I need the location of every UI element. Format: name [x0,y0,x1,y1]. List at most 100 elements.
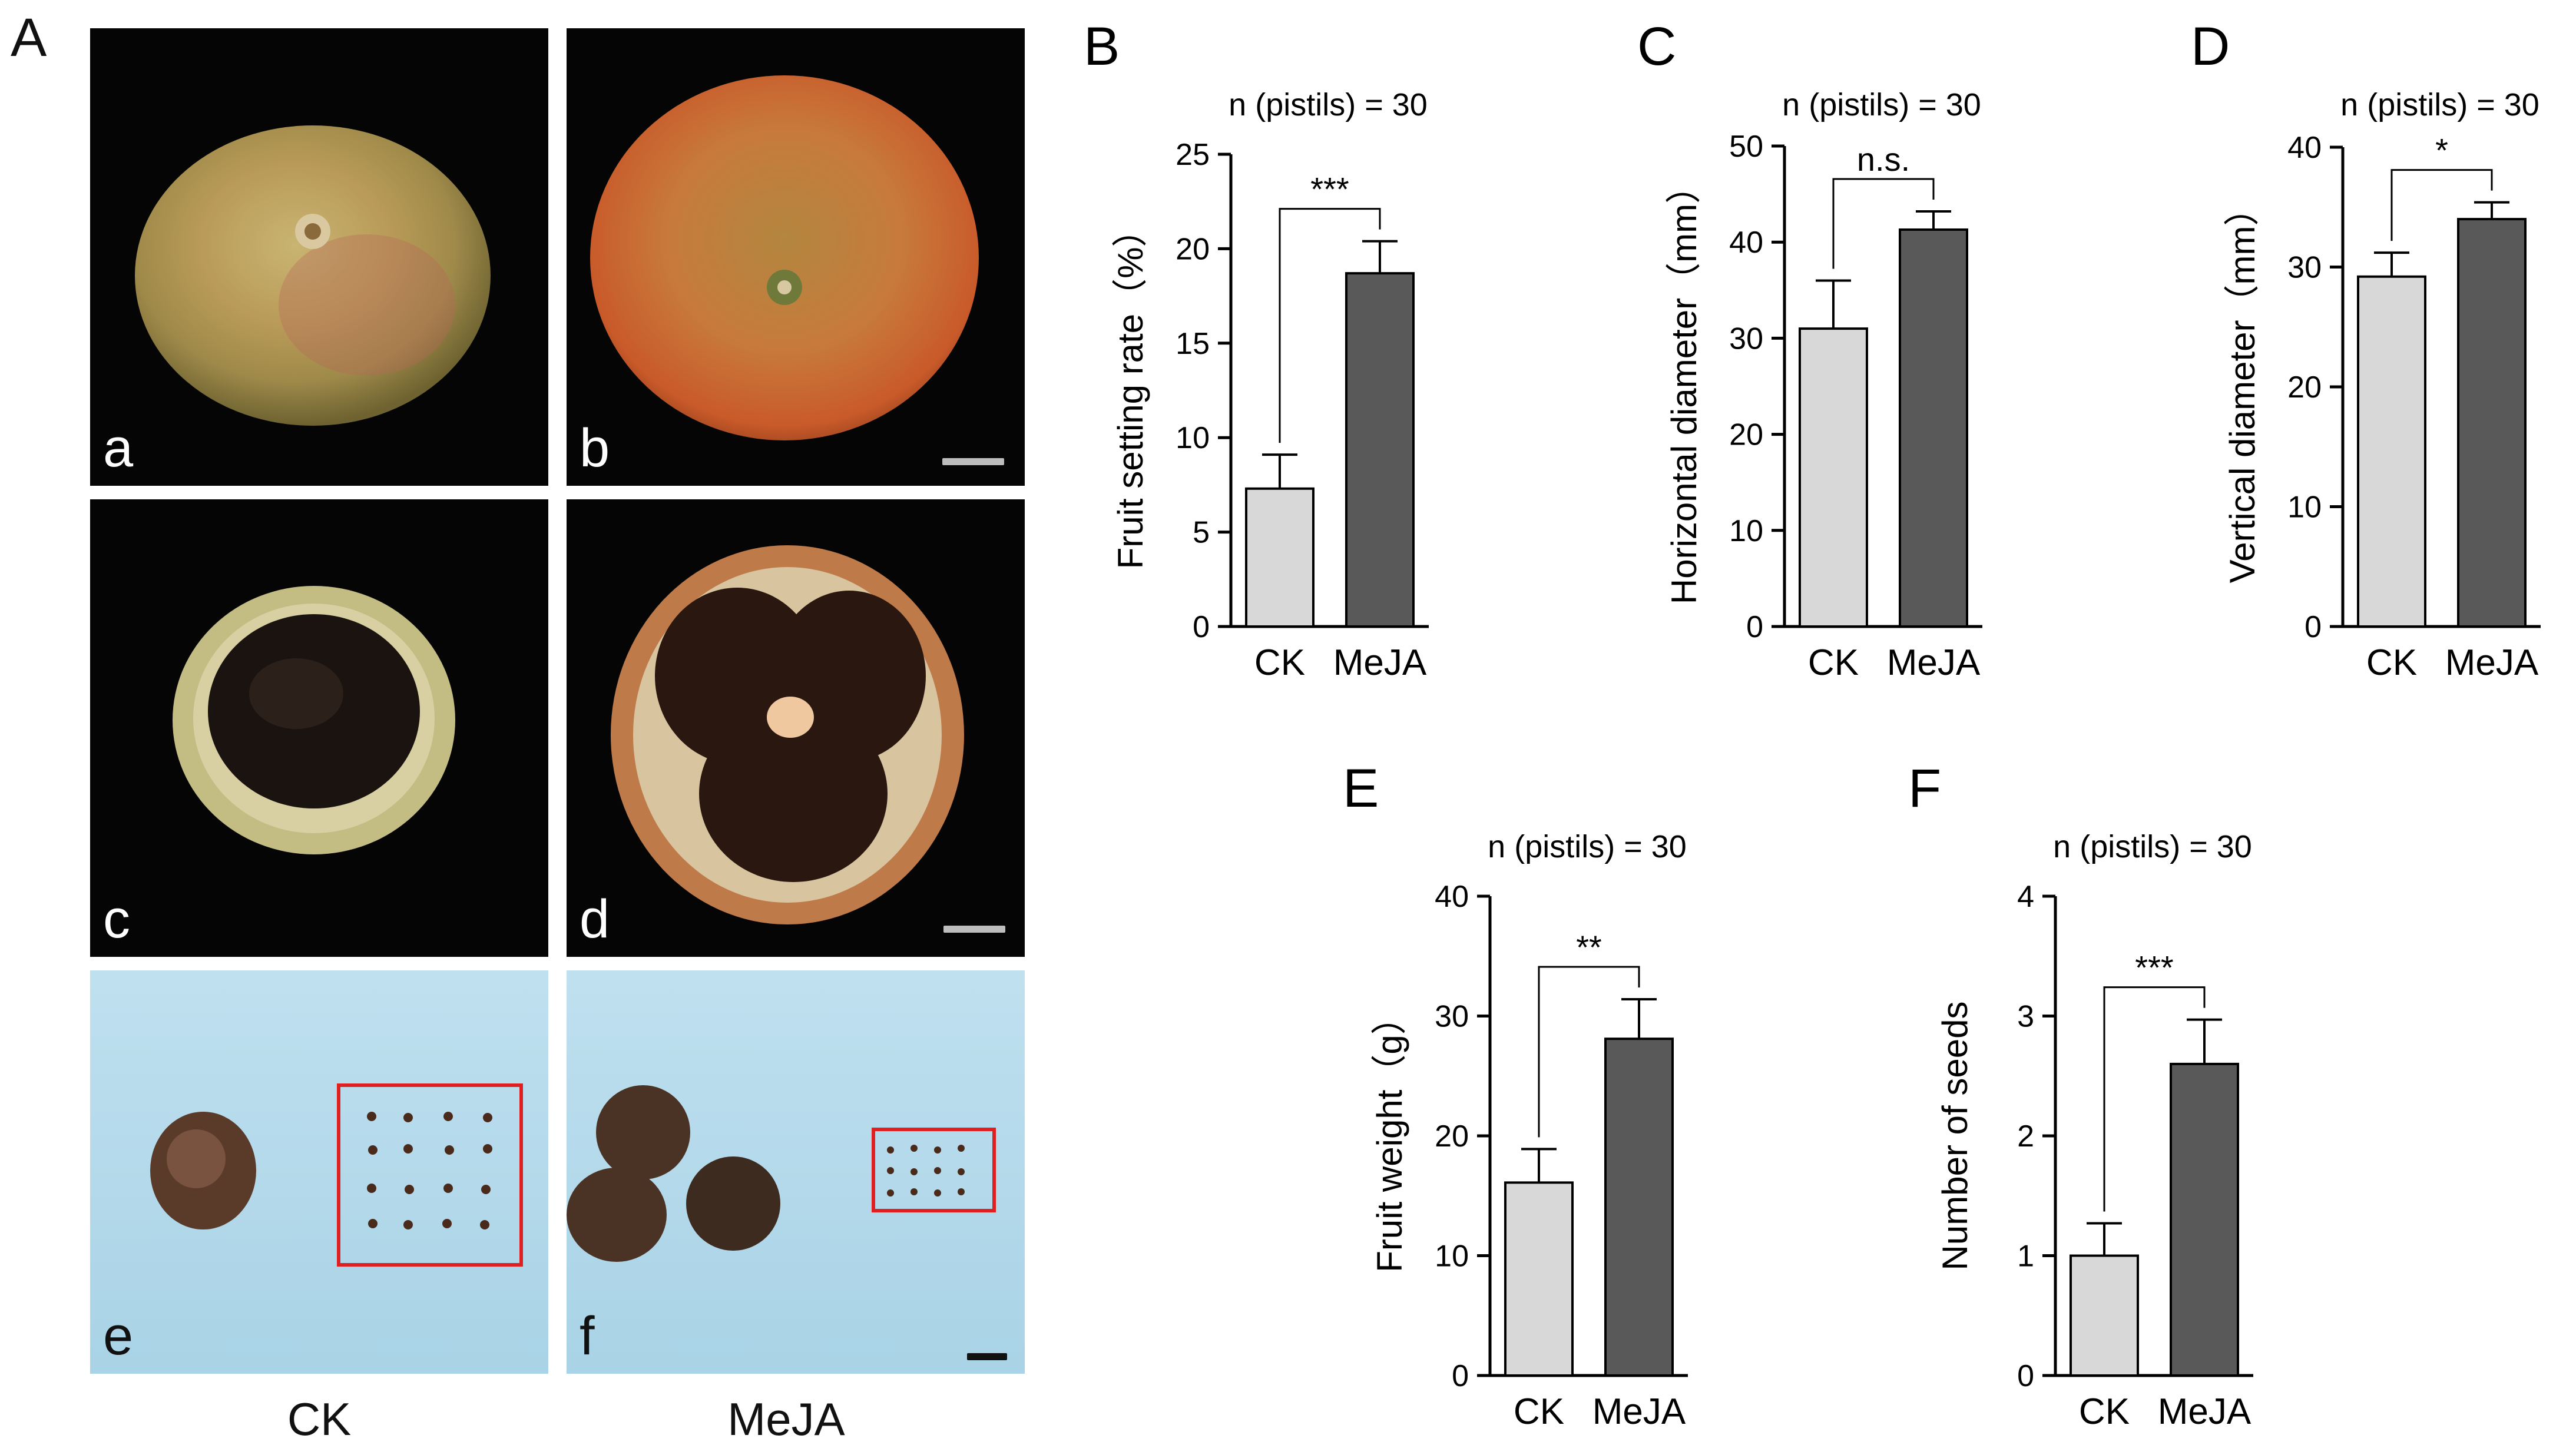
chart-D-vertical-diameter: Dn (pistils) = 30 0 10 20 30 40 Vertical diame… [2191,16,2541,683]
x-tick-label-b-meja: MeJA [1333,642,1427,683]
significance-label-f: *** [2135,949,2173,986]
photo-letter-b: b [580,418,610,478]
photo-f-meja-seeds: f [567,970,1025,1374]
condition-label-meja: MeJA [727,1393,845,1445]
ck-seed-box [337,1083,523,1267]
significance-label-c: n.s. [1857,141,1910,178]
y-tick-label-c: 30 [1729,322,1763,356]
y-tick-label-f: 4 [2017,880,2034,914]
bar-f-meja [2170,1062,2239,1377]
panel-letter-f: F [1908,758,1941,818]
bar-d-ck [2357,275,2426,628]
y-tick-label-c: 50 [1729,130,1763,164]
y-axis-label-b: Fruit setting rate（%） [1111,212,1150,569]
x-tick-label-d-ck: CK [2366,642,2417,683]
ck-seeds-image [150,1083,523,1267]
y-tick-label-c: 40 [1729,226,1763,260]
x-tick-label-b-ck: CK [1254,642,1305,683]
bar-c-ck [1799,327,1868,628]
meja-seed-box [872,1128,996,1212]
meja-ovule-grid [887,1145,965,1197]
y-tick-label-b: 15 [1176,327,1210,361]
significance-bracket-f [2103,986,2206,1212]
panel-letter-e: E [1343,758,1379,818]
y-tick-label-c: 20 [1729,418,1763,452]
y-tick-label-b: 10 [1176,421,1210,455]
y-tick-label-d: 10 [2287,490,2322,525]
y-tick-label-b: 25 [1176,138,1210,172]
condition-label-ck: CK [287,1393,352,1445]
chart-title-f: n (pistils) = 30 [2053,829,2252,864]
x-tick-label-f-ck: CK [2079,1391,2130,1432]
panel-letter-b: B [1084,16,1120,77]
photo-a-ck-fruit: a [90,28,548,486]
panel-letter-A: A [11,8,47,68]
meja-seeds-image [567,1085,996,1262]
y-axis-label-f: Number of seeds [1935,1002,1975,1271]
y-tick-label-d: 30 [2287,251,2322,285]
significance-bracket-b [1279,208,1381,443]
chart-title-c: n (pistils) = 30 [1782,87,1981,122]
x-tick-label-c-ck: CK [1808,642,1859,683]
bar-e-meja [1604,1038,1674,1377]
meja-section-image [611,545,964,924]
photo-letter-e: e [103,1306,134,1366]
scale-bar-d [943,926,1005,933]
y-tick-label-f: 0 [2017,1359,2034,1393]
bar-f-ck [2070,1254,2139,1377]
y-tick-label-d: 20 [2287,370,2322,405]
photo-b-meja-fruit: b [567,28,1025,486]
y-tick-label-f: 3 [2017,1000,2034,1034]
significance-bracket-e [1538,966,1640,1138]
bar-d-meja [2457,218,2527,628]
y-tick-label-d: 40 [2287,131,2322,165]
y-axis-label-e: Fruit weight（g） [1370,999,1409,1272]
y-tick-label-c: 10 [1729,514,1763,548]
y-tick-label-d: 0 [2305,610,2322,644]
photo-letter-c: c [103,889,130,949]
photo-c-ck-section: c [90,499,548,957]
bar-c-meja [1899,228,1968,628]
y-tick-label-b: 0 [1193,610,1210,644]
chart-C-horizontal-diameter: Cn (pistils) = 30 0 10 20 30 40 50 Horizontal d… [1637,16,1982,683]
x-tick-label-e-ck: CK [1514,1391,1564,1432]
x-tick-label-d-meja: MeJA [2445,642,2539,683]
significance-bracket-d [2390,169,2493,241]
x-tick-label-c-meja: MeJA [1887,642,1981,683]
bar-b-meja [1345,272,1415,628]
photo-letter-d: d [580,889,610,949]
y-tick-label-e: 0 [1452,1359,1469,1393]
y-axis-label-d: Vertical diameter（mm） [2223,191,2262,584]
y-tick-label-e: 40 [1435,880,1469,914]
chart-title-b: n (pistils) = 30 [1229,87,1428,122]
scale-bar-f [967,1353,1007,1360]
x-tick-label-e-meja: MeJA [1592,1391,1686,1432]
significance-label-d: * [2435,132,2448,169]
y-tick-label-e: 10 [1435,1239,1469,1274]
y-axis-label-c: Horizontal diameter（mm） [1664,168,1704,604]
meja-fruit-image [590,75,979,440]
y-tick-label-b: 20 [1176,232,1210,266]
significance-label-e: ** [1576,929,1602,966]
chart-E-fruit-weight: En (pistils) = 30 0 10 20 30 40 Fruit weight（g… [1343,758,1688,1432]
photo-e-ck-seeds: e [90,970,548,1374]
panel-letter-d: D [2191,16,2230,77]
chart-F-number-of-seeds: Fn (pistils) = 30 0 1 2 3 4 Number of seeds CK M… [1908,758,2253,1432]
y-tick-label-b: 5 [1193,516,1210,550]
ck-fruit-image [135,125,491,426]
ck-section-image [173,586,455,854]
scale-bar-b [942,458,1004,465]
chart-B-fruit-setting-rate: Bn (pistils) = 30 0 5 10 15 20 25 Fruit setting… [1084,16,1429,683]
y-tick-label-c: 0 [1746,610,1763,644]
significance-bracket-c [1832,178,1935,269]
y-tick-label-e: 30 [1435,1000,1469,1034]
photo-d-meja-section: d [567,499,1025,957]
x-tick-label-f-meja: MeJA [2158,1391,2251,1432]
panel-letter-c: C [1637,16,1676,77]
photo-letter-f: f [580,1306,595,1366]
photo-letter-a: a [103,418,134,478]
ck-ovule-grid [367,1112,492,1229]
y-tick-label-e: 20 [1435,1119,1469,1154]
y-tick-label-f: 1 [2017,1239,2034,1274]
chart-title-e: n (pistils) = 30 [1488,829,1687,864]
